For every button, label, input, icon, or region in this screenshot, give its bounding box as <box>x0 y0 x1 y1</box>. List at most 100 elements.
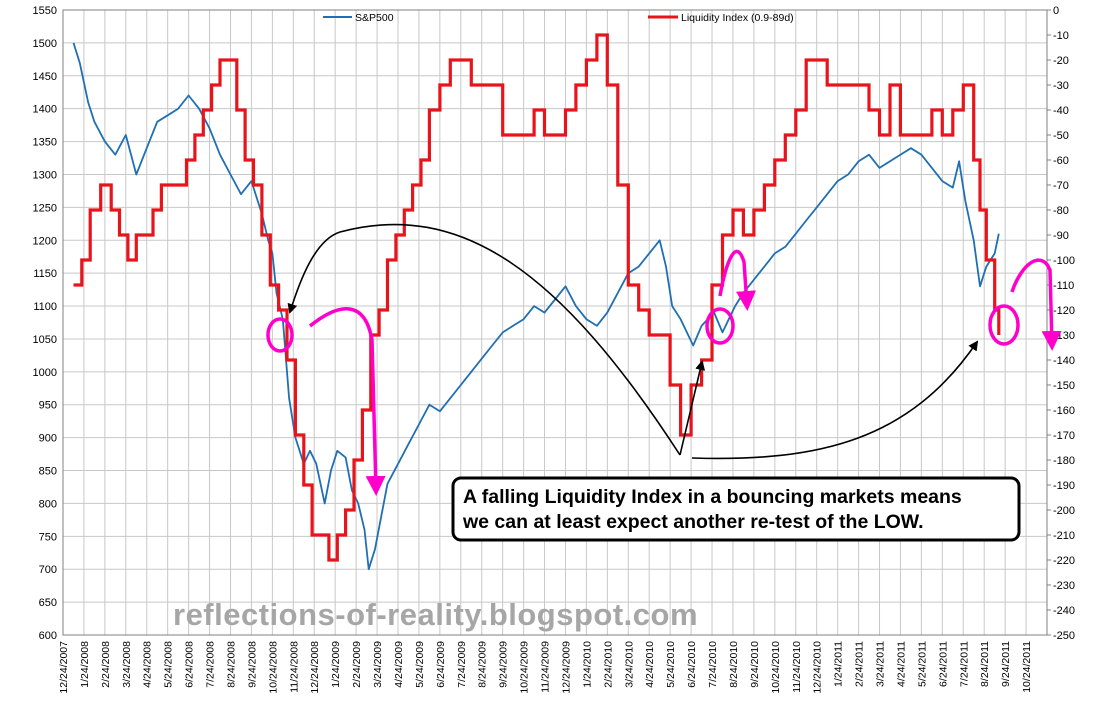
x-tick-label: 5/24/2008 <box>163 641 175 688</box>
y-right-tick-label: 0 <box>1053 5 1059 17</box>
x-tick-label: 7/24/2008 <box>205 641 217 688</box>
x-tick-label: 4/24/2009 <box>393 641 405 688</box>
x-tick-label: 3/24/2008 <box>121 641 133 688</box>
x-tick-label: 10/24/2011 <box>1021 641 1033 693</box>
circle-2008 <box>266 317 294 353</box>
y-left-tick-label: 850 <box>39 466 57 478</box>
x-tick-label: 6/24/2008 <box>184 641 196 688</box>
y-left-tick-label: 1250 <box>33 202 57 214</box>
x-tick-label: 12/24/2009 <box>560 641 572 694</box>
y-right-tick-label: -250 <box>1053 630 1075 642</box>
y-left-tick-label: 1500 <box>33 38 57 50</box>
x-tick-label: 9/24/2008 <box>246 641 258 688</box>
y-right-tick-label: -70 <box>1053 180 1069 192</box>
y-right-tick-label: -150 <box>1053 380 1075 392</box>
y-right-tick-label: -30 <box>1053 80 1069 92</box>
x-tick-label: 6/24/2009 <box>435 641 447 688</box>
callout-line-1: A falling Liquidity Index in a bouncing … <box>463 486 962 508</box>
circle-2010 <box>705 307 735 345</box>
series-line-liquidity <box>73 33 1001 562</box>
y-left-tick-label: 1150 <box>33 268 57 280</box>
y-right-tick-label: -100 <box>1053 255 1075 267</box>
y-left-tick-label: 650 <box>39 597 57 609</box>
x-tick-label: 2/24/2011 <box>854 641 866 687</box>
x-tick-label: 12/24/2010 <box>812 641 824 694</box>
y-right-tick-label: -50 <box>1053 130 1069 142</box>
x-tick-label: 10/24/2008 <box>267 641 279 694</box>
x-tick-label: 9/24/2011 <box>1000 641 1012 687</box>
y-left-tick-label: 600 <box>39 630 57 642</box>
x-tick-label: 6/24/2010 <box>686 641 698 688</box>
x-tick-label: 8/24/2008 <box>225 641 237 688</box>
y-axis-left: 600 650 700 750 800 850 900 950 1000 1050 1100 1150… <box>33 5 57 642</box>
plot-area-frame <box>62 9 1048 636</box>
y-right-tick-label: -140 <box>1053 355 1075 367</box>
x-tick-label: 4/24/2008 <box>142 641 154 688</box>
x-tick-label: 7/24/2010 <box>707 641 719 688</box>
x-tick-label: 1/24/2010 <box>581 641 593 688</box>
y-right-tick-label: -220 <box>1053 555 1075 567</box>
x-tick-label: 10/24/2009 <box>519 641 531 694</box>
y-right-tick-label: -160 <box>1053 405 1075 417</box>
x-tick-label: 2/24/2009 <box>351 641 363 688</box>
y-right-tick-label: -170 <box>1053 430 1075 442</box>
black-arrows <box>287 223 979 460</box>
x-tick-label: 3/24/2009 <box>372 641 384 688</box>
legend-sp500-label: S&P500 <box>355 12 394 24</box>
watermark: reflections-of-reality.blogspot.com <box>173 597 698 632</box>
drop-arrow-2011 <box>1010 258 1062 351</box>
drop-arrow-2010 <box>718 249 757 311</box>
x-tick-label: 1/24/2008 <box>79 641 91 688</box>
legend-liquidity-label: Liquidity Index (0.9-89d) <box>681 12 794 24</box>
arrow-to-2011-current <box>691 340 979 460</box>
x-tick-label: 11/24/2008 <box>288 641 300 693</box>
callout-frame <box>451 476 1021 542</box>
y-right-tick-label: -90 <box>1053 230 1069 242</box>
y-right-tick-label: -120 <box>1053 305 1075 317</box>
y-left-tick-label: 1050 <box>33 334 57 346</box>
arrow-to-2010-low <box>679 360 706 456</box>
x-tick-label: 5/24/2009 <box>414 641 426 688</box>
y-right-tick-label: -180 <box>1053 455 1075 467</box>
x-tick-label: 3/24/2010 <box>623 641 635 688</box>
y-left-tick-label: 1000 <box>33 367 57 379</box>
y-right-tick-label: -190 <box>1053 480 1075 492</box>
x-tick-label: 11/24/2009 <box>540 641 552 693</box>
y-left-tick-label: 1450 <box>33 71 57 83</box>
series-line-sp500 <box>72 42 1000 571</box>
y-left-tick-label: 900 <box>39 433 57 445</box>
x-tick-label: 5/24/2011 <box>916 641 928 687</box>
x-tick-label: 6/24/2011 <box>937 641 949 687</box>
x-tick-label: 12/24/2007 <box>58 641 70 694</box>
y-left-tick-label: 1550 <box>33 5 57 17</box>
x-tick-label: 3/24/2011 <box>875 641 887 687</box>
y-right-tick-label: -200 <box>1053 505 1075 517</box>
y-right-tick-label: -20 <box>1053 55 1069 67</box>
x-tick-label: 9/24/2009 <box>498 641 510 688</box>
series-group <box>72 33 1001 571</box>
y-left-tick-label: 1300 <box>33 169 57 181</box>
y-right-tick-label: -110 <box>1053 280 1074 292</box>
x-tick-label: 8/24/2009 <box>477 641 489 688</box>
y-right-tick-label: -60 <box>1053 155 1069 167</box>
x-tick-label: 11/24/2010 <box>791 641 803 693</box>
x-tick-label: 12/24/2008 <box>309 641 321 694</box>
callout-box: A falling Liquidity Index in a bouncing … <box>451 476 1021 542</box>
y-left-tick-label: 1100 <box>33 301 57 313</box>
x-axis: 12/24/2007 1/24/2008 2/24/2008 3/24/2008 4/2… <box>58 641 1033 694</box>
y-right-tick-label: -210 <box>1053 530 1075 542</box>
magenta-annotations <box>266 249 1062 496</box>
x-tick-label: 2/24/2008 <box>100 641 112 688</box>
x-tick-label: 4/24/2011 <box>895 641 907 687</box>
y-right-tick-label: -230 <box>1053 580 1075 592</box>
arrow-to-2008-low <box>287 223 681 456</box>
x-tick-label: 5/24/2010 <box>665 641 677 688</box>
x-tick-label: 1/24/2011 <box>833 641 845 687</box>
y-left-tick-label: 1400 <box>33 104 57 116</box>
x-tick-label: 4/24/2010 <box>644 641 656 688</box>
y-right-tick-label: -80 <box>1053 205 1069 217</box>
x-tick-label: 2/24/2010 <box>602 641 614 688</box>
y-left-tick-label: 950 <box>39 400 57 412</box>
y-right-tick-label: -40 <box>1053 105 1069 117</box>
